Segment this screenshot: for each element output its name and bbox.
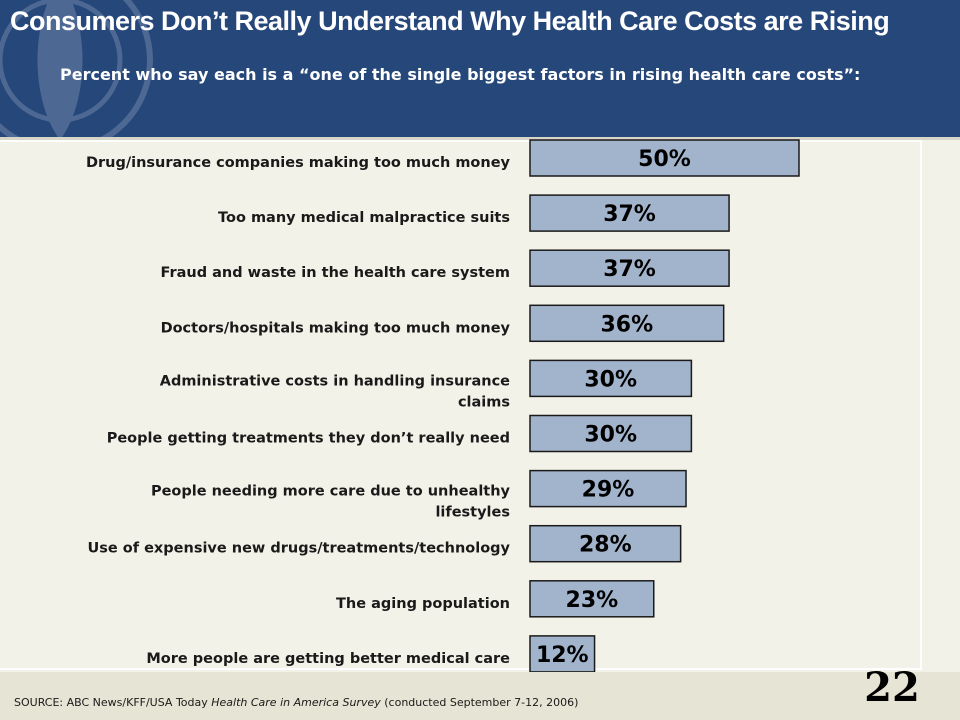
page-number: 22: [864, 664, 920, 711]
bar-value-label: 36%: [601, 312, 654, 337]
category-label: Drug/insurance companies making too much…: [86, 155, 511, 171]
category-label: People getting treatments they don’t rea…: [107, 431, 510, 447]
bar-value-label: 37%: [603, 257, 656, 282]
bar: [529, 414, 693, 453]
bar-value-label: 30%: [584, 367, 637, 392]
bar: [529, 139, 800, 177]
category-label: Administrative costs in handling insuran…: [160, 373, 510, 410]
source-suffix: (conducted September 7-12, 2006): [380, 696, 579, 709]
slide-header: Consumers Don’t Really Understand Why He…: [0, 0, 960, 137]
bar: [529, 249, 730, 287]
category-label: More people are getting better medical c…: [146, 651, 510, 667]
category-label: Use of expensive new drugs/treatments/te…: [87, 541, 510, 557]
bar: [529, 359, 693, 398]
bar-value-label: 23%: [566, 588, 619, 613]
category-label: Too many medical malpractice suits: [218, 210, 510, 226]
bar: [529, 194, 730, 232]
bar-value-label: 30%: [584, 423, 637, 448]
category-label: People needing more care due to unhealth…: [151, 484, 511, 521]
source-survey-name: Health Care in America Survey: [211, 696, 381, 709]
plot-border-bottom: [0, 668, 922, 670]
category-label: The aging population: [336, 596, 510, 612]
emblem-watermark-icon: [0, 0, 153, 137]
header-divider: [0, 137, 960, 140]
bar: [529, 469, 687, 508]
plot-border-top: [0, 140, 922, 142]
slide-title: Consumers Don’t Really Understand Why He…: [10, 6, 890, 36]
bar: [529, 524, 682, 563]
bar: [529, 580, 655, 618]
plot-border-right: [920, 140, 922, 670]
category-label: Fraud and waste in the health care syste…: [160, 265, 510, 281]
slide-footer: [0, 672, 960, 720]
source-prefix: SOURCE: ABC News/KFF/USA Today: [14, 696, 212, 709]
chart-subtitle: Percent who say each is a “one of the si…: [60, 65, 861, 84]
bar: [529, 304, 725, 343]
bar-value-label: 28%: [579, 533, 632, 558]
bar-value-label: 12%: [536, 643, 589, 668]
bar-value-label: 29%: [582, 478, 635, 503]
category-label: Doctors/hospitals making too much money: [161, 320, 511, 336]
bar: [529, 635, 596, 673]
bar-value-label: 50%: [638, 147, 691, 172]
bar-value-label: 37%: [603, 202, 656, 227]
source-note: SOURCE: ABC News/KFF/USA Today Health Ca…: [14, 696, 578, 709]
